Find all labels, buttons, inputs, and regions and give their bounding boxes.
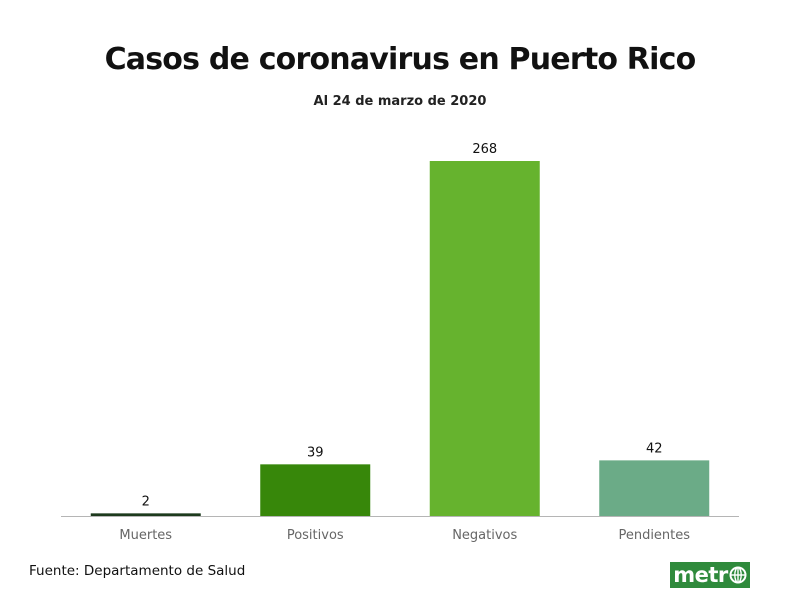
bar-positivos [260,464,371,516]
value-label-positivos: 39 [307,445,324,460]
bar-pendientes [599,460,710,516]
globe-icon [729,566,747,584]
value-label-pendientes: 42 [646,441,663,456]
metro-logo: metr [670,562,750,588]
category-label-positivos: Positivos [287,528,344,543]
bar-muertes [90,513,201,516]
category-label-pendientes: Pendientes [618,528,690,543]
category-label-negativos: Negativos [452,528,517,543]
chart-title: Casos de coronavirus en Puerto Rico [104,42,697,77]
value-label-muertes: 2 [142,494,150,509]
value-label-negativos: 268 [472,142,497,157]
chart-subtitle: Al 24 de marzo de 2020 [313,94,487,109]
source-note: Fuente: Departamento de Salud [29,563,246,579]
logo-text: metr [673,563,728,587]
category-label-muertes: Muertes [119,528,172,543]
bar-negativos [429,161,540,516]
bar-chart: 2 Muertes 39 Positivos 268 Negativos 42 Pendien… [61,142,739,543]
